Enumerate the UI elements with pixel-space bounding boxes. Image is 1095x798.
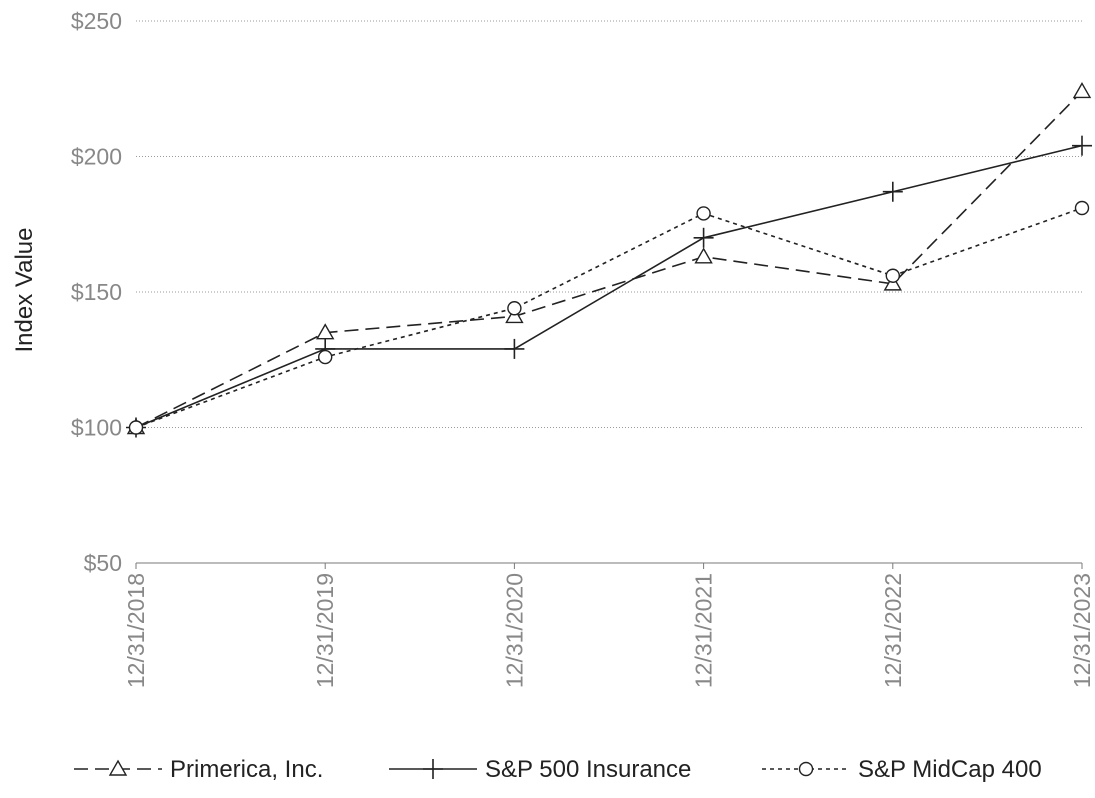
series <box>126 82 1092 438</box>
axes: $50 $100 $150 $200 $250 12/31/2018 12/31/2019 1… <box>71 8 1095 688</box>
legend-marker <box>798 761 814 777</box>
data-point <box>696 206 711 221</box>
y-tick-label: $150 <box>71 279 122 305</box>
y-tick-label: $200 <box>71 144 122 170</box>
x-tick-label: 12/31/2018 <box>123 573 149 688</box>
data-point <box>128 420 144 435</box>
legend-item: Primerica, Inc. <box>74 756 323 783</box>
data-point <box>318 349 333 365</box>
data-point <box>882 181 903 202</box>
data-point <box>315 323 335 340</box>
x-tick-label: 12/31/2023 <box>1069 573 1095 688</box>
series-line <box>135 144 1083 429</box>
data-point <box>1074 200 1090 216</box>
data-point <box>504 338 525 359</box>
series-line <box>135 90 1083 429</box>
legend-label: Primerica, Inc. <box>170 756 323 783</box>
x-tick-label: 12/31/2020 <box>501 573 527 688</box>
data-point <box>1072 82 1092 99</box>
legend-label: S&P MidCap 400 <box>858 756 1042 783</box>
x-tick-label: 12/31/2022 <box>880 573 906 688</box>
data-point <box>693 227 714 248</box>
x-tick-label: 12/31/2019 <box>312 573 338 688</box>
series-s-p-midcap-400 <box>128 200 1090 435</box>
y-tick-label: $250 <box>71 8 122 34</box>
x-tick-label: 12/31/2021 <box>691 573 717 688</box>
data-point <box>885 268 900 283</box>
legend-item: S&P 500 Insurance <box>389 756 691 783</box>
series-primerica-inc <box>126 82 1092 435</box>
y-tick-label: $100 <box>71 415 122 441</box>
legend-marker <box>423 759 443 779</box>
legend: Primerica, Inc. S&P 500 Insurance S&P MidC… <box>74 756 1042 783</box>
series-line <box>135 207 1083 429</box>
legend-item: S&P MidCap 400 <box>762 756 1042 783</box>
legend-marker <box>108 759 128 776</box>
y-tick-label: $50 <box>84 550 122 576</box>
legend-label: S&P 500 Insurance <box>485 756 691 783</box>
gridlines <box>136 20 1082 428</box>
y-axis-title: Index Value <box>11 228 38 353</box>
data-point <box>507 301 522 316</box>
data-point <box>694 247 713 264</box>
data-point <box>1072 135 1092 156</box>
series-s-p-500-insurance <box>126 135 1092 438</box>
